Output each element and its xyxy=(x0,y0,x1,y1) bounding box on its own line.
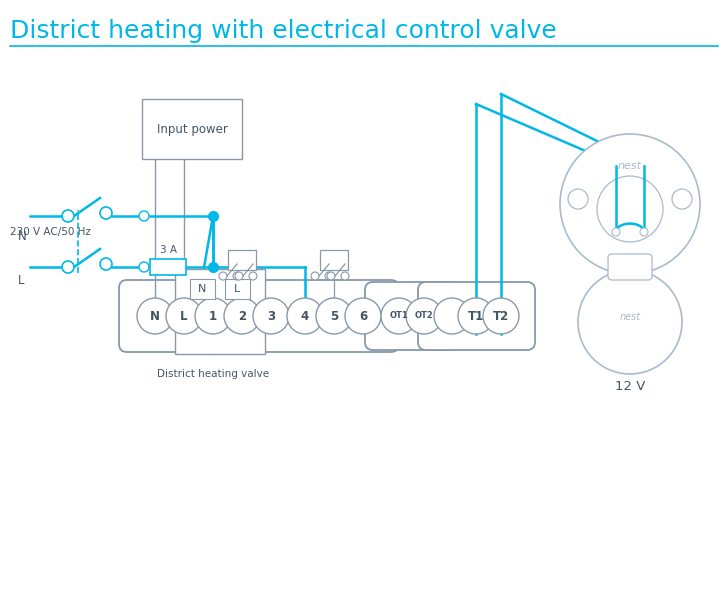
Circle shape xyxy=(640,228,648,236)
Circle shape xyxy=(672,189,692,209)
Text: 2: 2 xyxy=(238,309,246,323)
Circle shape xyxy=(345,298,381,334)
FancyBboxPatch shape xyxy=(175,269,265,354)
Text: 6: 6 xyxy=(359,309,367,323)
Circle shape xyxy=(233,272,241,280)
Text: T2: T2 xyxy=(493,309,509,323)
Text: OT2: OT2 xyxy=(415,311,433,321)
Circle shape xyxy=(219,272,227,280)
Text: 3 A: 3 A xyxy=(159,245,176,255)
Circle shape xyxy=(235,272,243,280)
Text: 3: 3 xyxy=(267,309,275,323)
Text: 1: 1 xyxy=(209,309,217,323)
Circle shape xyxy=(195,298,231,334)
Text: 5: 5 xyxy=(330,309,338,323)
Circle shape xyxy=(62,210,74,222)
Circle shape xyxy=(224,298,260,334)
Circle shape xyxy=(578,270,682,374)
FancyBboxPatch shape xyxy=(418,282,535,350)
Text: L: L xyxy=(181,309,188,323)
FancyBboxPatch shape xyxy=(228,250,256,270)
Circle shape xyxy=(137,298,173,334)
Circle shape xyxy=(100,207,112,219)
Text: District heating valve: District heating valve xyxy=(157,369,269,379)
Text: OT1: OT1 xyxy=(389,311,408,321)
FancyBboxPatch shape xyxy=(612,258,648,276)
Text: N: N xyxy=(198,284,206,294)
Circle shape xyxy=(100,258,112,270)
Circle shape xyxy=(166,298,202,334)
Circle shape xyxy=(311,272,319,280)
Text: Input power: Input power xyxy=(157,122,227,135)
FancyBboxPatch shape xyxy=(190,279,215,299)
FancyBboxPatch shape xyxy=(320,250,348,270)
Text: L: L xyxy=(234,284,240,294)
Circle shape xyxy=(406,298,442,334)
Circle shape xyxy=(458,298,494,334)
Text: T1: T1 xyxy=(468,309,484,323)
FancyBboxPatch shape xyxy=(365,282,458,350)
Text: 230 V AC/50 Hz: 230 V AC/50 Hz xyxy=(10,227,91,237)
Circle shape xyxy=(139,211,149,221)
FancyBboxPatch shape xyxy=(608,254,652,280)
Circle shape xyxy=(62,261,74,273)
Text: nest: nest xyxy=(618,161,642,171)
Circle shape xyxy=(341,272,349,280)
Text: N: N xyxy=(18,229,27,242)
FancyBboxPatch shape xyxy=(225,279,250,299)
FancyBboxPatch shape xyxy=(142,99,242,159)
Text: 4: 4 xyxy=(301,309,309,323)
Circle shape xyxy=(249,272,257,280)
Circle shape xyxy=(325,272,333,280)
Circle shape xyxy=(316,298,352,334)
Circle shape xyxy=(568,189,588,209)
Text: nest: nest xyxy=(620,312,641,322)
FancyBboxPatch shape xyxy=(150,259,186,275)
Text: 12 V: 12 V xyxy=(615,380,645,393)
Circle shape xyxy=(327,272,335,280)
Circle shape xyxy=(483,298,519,334)
Circle shape xyxy=(560,134,700,274)
Circle shape xyxy=(287,298,323,334)
Circle shape xyxy=(612,228,620,236)
Circle shape xyxy=(597,176,663,242)
Circle shape xyxy=(381,298,417,334)
Circle shape xyxy=(253,298,289,334)
FancyBboxPatch shape xyxy=(119,280,399,352)
Text: N: N xyxy=(150,309,160,323)
Circle shape xyxy=(139,262,149,272)
Text: L: L xyxy=(18,274,25,287)
Circle shape xyxy=(434,298,470,334)
Text: District heating with electrical control valve: District heating with electrical control… xyxy=(10,19,557,43)
